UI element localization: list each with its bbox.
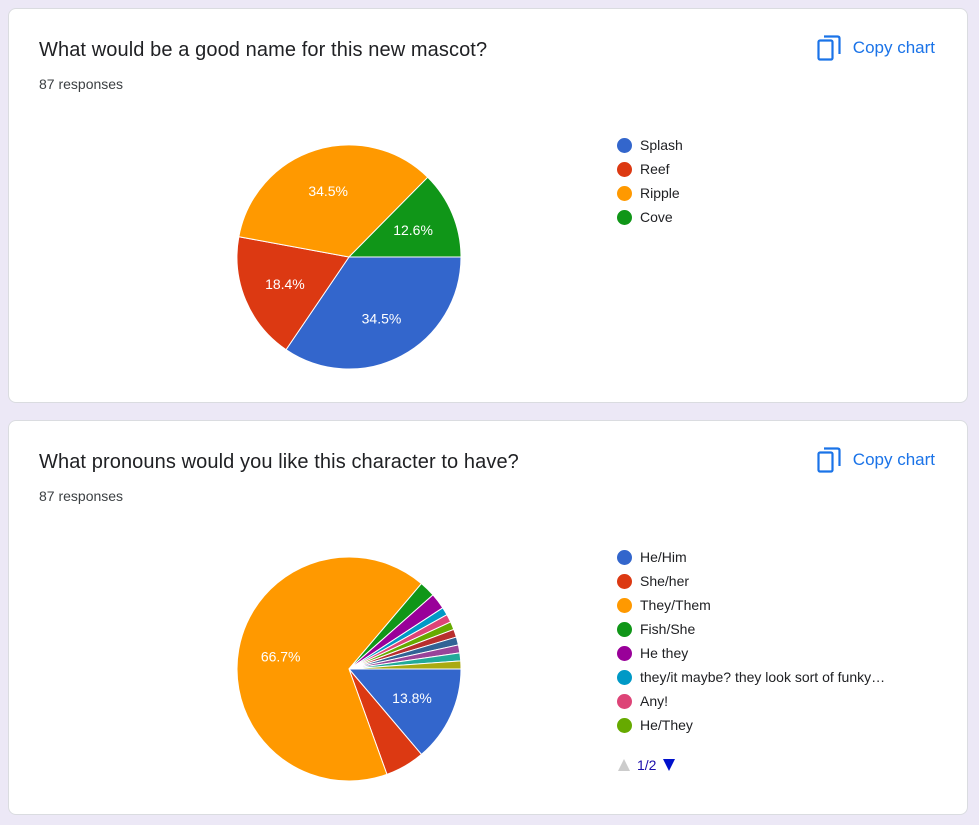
page-indicator: 1/2: [637, 757, 657, 773]
legend-swatch: [617, 621, 632, 637]
pie-chart-pronouns: 13.8% 66.7%: [236, 556, 462, 782]
legend-label: Any!: [640, 693, 669, 709]
legend-label: He/Him: [640, 549, 687, 565]
legend-swatch: [617, 717, 632, 733]
legend-label: She/her: [640, 573, 690, 589]
copy-chart-label: Copy chart: [852, 38, 935, 57]
question-title: What pronouns would you like this charac…: [39, 451, 519, 473]
legend-item[interactable]: Any!: [617, 689, 885, 713]
pie-slice-0-0[interactable]: [285, 256, 462, 370]
chart-legend: He/Him She/her They/Them Fish/She He they the…: [617, 545, 885, 737]
legend-swatch: [617, 645, 632, 661]
legend-item[interactable]: they/it maybe? they look sort of funky…: [617, 665, 885, 689]
legend-swatch: [617, 693, 632, 709]
slice-label-0-3: 12.6%: [393, 222, 433, 238]
chart-legend: Splash Reef Ripple Cove: [617, 133, 683, 229]
legend-item[interactable]: He/Him: [617, 545, 885, 569]
question-title: What would be a good name for this new m…: [39, 39, 488, 61]
legend-item[interactable]: Fish/She: [617, 617, 885, 641]
pie-slice-0-1[interactable]: [236, 236, 350, 351]
legend-label: He they: [640, 645, 689, 661]
legend-label: Splash: [640, 137, 683, 153]
copy-icon: [817, 447, 841, 473]
legend-item[interactable]: They/Them: [617, 593, 885, 617]
slice-label-0-2: 34.5%: [308, 183, 348, 199]
copy-chart-button[interactable]: Copy chart: [811, 31, 941, 65]
response-count: 87 responses: [39, 76, 124, 92]
pie-slice-1-0[interactable]: [347, 668, 462, 756]
legend-swatch: [617, 573, 632, 589]
page-down-icon[interactable]: [662, 758, 676, 772]
legend-swatch: [617, 137, 632, 153]
legend-swatch: [617, 209, 632, 225]
pie-chart-mascot-name: 34.5% 18.4% 34.5% 12.6%: [236, 144, 462, 370]
legend-item[interactable]: Reef: [617, 157, 683, 181]
response-count: 87 responses: [39, 488, 124, 504]
legend-swatch: [617, 597, 632, 613]
legend-item[interactable]: He/They: [617, 713, 885, 737]
copy-chart-button[interactable]: Copy chart: [811, 443, 941, 477]
copy-chart-label: Copy chart: [852, 450, 935, 469]
legend-item[interactable]: Ripple: [617, 181, 683, 205]
legend-swatch: [617, 549, 632, 565]
legend-pager: 1/2: [617, 757, 676, 773]
legend-label: Cove: [640, 209, 673, 225]
legend-label: Reef: [640, 161, 670, 177]
slice-label-1-2: 66.7%: [261, 649, 301, 665]
legend-swatch: [617, 669, 632, 685]
pie-slice-1-2[interactable]: [236, 556, 423, 782]
pie-slice-0-3[interactable]: [347, 176, 462, 258]
legend-label: Ripple: [640, 185, 680, 201]
legend-item[interactable]: She/her: [617, 569, 885, 593]
question-card-pronouns: What pronouns would you like this charac…: [8, 420, 968, 815]
legend-swatch: [617, 185, 632, 201]
legend-label: Fish/She: [640, 621, 696, 637]
slice-label-1-0: 13.8%: [392, 690, 432, 706]
question-card-mascot-name: What would be a good name for this new m…: [8, 8, 968, 403]
pie-slice-0-2[interactable]: [238, 144, 429, 258]
legend-swatch: [617, 161, 632, 177]
legend-item[interactable]: Cove: [617, 205, 683, 229]
legend-label: They/Them: [640, 597, 711, 613]
legend-item[interactable]: He they: [617, 641, 885, 665]
slice-label-0-0: 34.5%: [362, 310, 402, 326]
legend-item[interactable]: Splash: [617, 133, 683, 157]
slice-label-0-1: 18.4%: [265, 276, 305, 292]
copy-icon: [817, 35, 841, 61]
pie-slice-1-12[interactable]: [348, 660, 462, 670]
page-up-icon[interactable]: [617, 758, 631, 772]
legend-label: He/They: [640, 717, 693, 733]
legend-label: they/it maybe? they look sort of funky…: [640, 669, 886, 685]
